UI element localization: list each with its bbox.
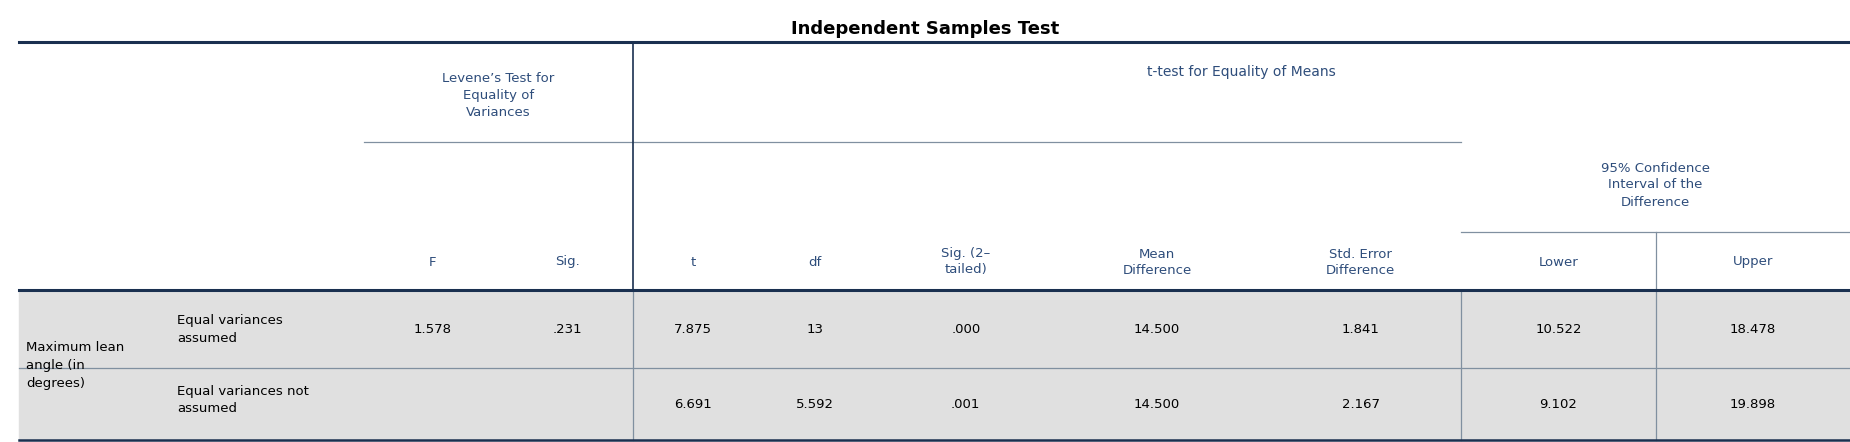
Text: df: df xyxy=(808,255,821,268)
Text: Equal variances not
assumed: Equal variances not assumed xyxy=(178,385,309,415)
Text: Std. Error
Difference: Std. Error Difference xyxy=(1326,248,1395,277)
Text: t-test for Equality of Means: t-test for Equality of Means xyxy=(1147,65,1336,79)
Bar xyxy=(18,291,1850,368)
Text: 95% Confidence
Interval of the
Difference: 95% Confidence Interval of the Differenc… xyxy=(1600,161,1709,209)
Bar xyxy=(18,368,1850,440)
Text: 1.841: 1.841 xyxy=(1341,323,1380,336)
Text: Sig.: Sig. xyxy=(555,255,579,268)
Text: Maximum lean
angle (in
degrees): Maximum lean angle (in degrees) xyxy=(26,341,124,390)
Text: Upper: Upper xyxy=(1733,255,1772,268)
Text: Equal variances
assumed: Equal variances assumed xyxy=(178,314,283,345)
Text: 14.500: 14.500 xyxy=(1134,397,1180,411)
Text: Sig. (2–
tailed): Sig. (2– tailed) xyxy=(942,248,990,277)
Text: 2.167: 2.167 xyxy=(1341,397,1380,411)
Text: t: t xyxy=(690,255,696,268)
Text: 7.875: 7.875 xyxy=(673,323,712,336)
Text: Levene’s Test for
Equality of
Variances: Levene’s Test for Equality of Variances xyxy=(442,72,555,118)
Text: 18.478: 18.478 xyxy=(1730,323,1776,336)
Text: 6.691: 6.691 xyxy=(673,397,712,411)
Text: F: F xyxy=(429,255,437,268)
Text: 1.578: 1.578 xyxy=(414,323,451,336)
Text: .001: .001 xyxy=(951,397,980,411)
Text: 5.592: 5.592 xyxy=(796,397,834,411)
Text: 19.898: 19.898 xyxy=(1730,397,1776,411)
Text: 9.102: 9.102 xyxy=(1539,397,1578,411)
Text: .231: .231 xyxy=(553,323,583,336)
Text: 14.500: 14.500 xyxy=(1134,323,1180,336)
Text: 13: 13 xyxy=(807,323,823,336)
Text: Mean
Difference: Mean Difference xyxy=(1123,248,1191,277)
Text: 10.522: 10.522 xyxy=(1536,323,1582,336)
Text: Independent Samples Test: Independent Samples Test xyxy=(792,20,1058,38)
Text: .000: .000 xyxy=(951,323,980,336)
Text: Lower: Lower xyxy=(1539,255,1578,268)
